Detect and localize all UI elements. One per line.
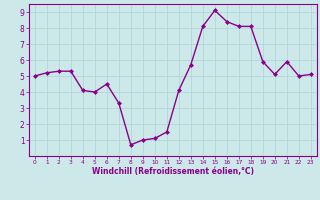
X-axis label: Windchill (Refroidissement éolien,°C): Windchill (Refroidissement éolien,°C) — [92, 167, 254, 176]
